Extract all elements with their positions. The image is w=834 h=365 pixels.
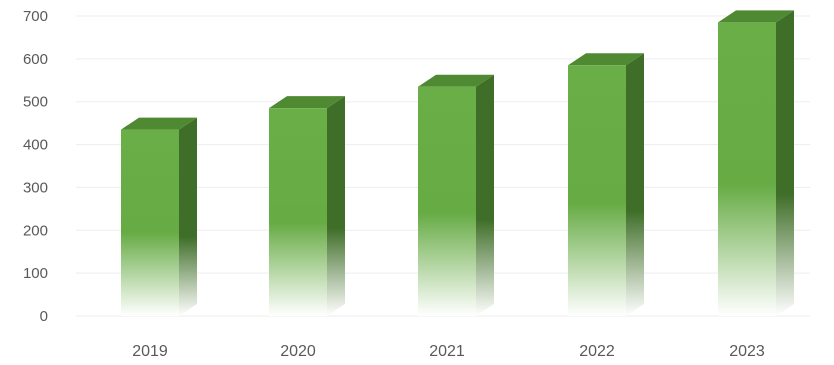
bar-side-face <box>776 10 794 317</box>
y-tick-label: 0 <box>40 308 48 325</box>
y-tick-label: 600 <box>23 51 48 68</box>
bar-front-face <box>269 108 327 317</box>
bar-side-face <box>626 53 644 317</box>
x-tick-label: 2022 <box>579 343 615 360</box>
bars <box>121 10 794 317</box>
bar-front-face <box>418 86 476 316</box>
y-tick-label: 100 <box>23 265 48 282</box>
bar-2019 <box>121 117 197 316</box>
bar-top-face <box>568 53 644 66</box>
x-tick-label: 2020 <box>280 343 316 360</box>
y-tick-label: 400 <box>23 137 48 154</box>
bar-top-face <box>269 96 345 109</box>
bar-2020 <box>269 96 345 317</box>
y-axis-ticks: 0 100 200 300 400 500 600 700 <box>23 8 48 325</box>
x-tick-label: 2019 <box>132 343 168 360</box>
y-tick-label: 300 <box>23 179 48 196</box>
y-tick-label: 700 <box>23 8 48 25</box>
bar-2022 <box>568 53 644 317</box>
bar-side-face <box>179 117 197 316</box>
bar-top-face <box>121 117 197 130</box>
bar-side-face <box>327 96 345 317</box>
bar-top-face <box>418 74 494 87</box>
y-tick-label: 500 <box>23 94 48 111</box>
y-tick-label: 200 <box>23 222 48 239</box>
bar-side-face <box>476 74 494 316</box>
bar-front-face <box>121 129 179 316</box>
bar-front-face <box>568 65 626 317</box>
bar-top-face <box>718 10 794 23</box>
bar-2023 <box>718 10 794 317</box>
x-tick-label: 2021 <box>429 343 465 360</box>
x-tick-label: 2023 <box>729 343 765 360</box>
bar-front-face <box>718 22 776 317</box>
x-axis-ticks: 2019 2020 2021 2022 2023 <box>132 343 765 360</box>
bar-2021 <box>418 74 494 316</box>
